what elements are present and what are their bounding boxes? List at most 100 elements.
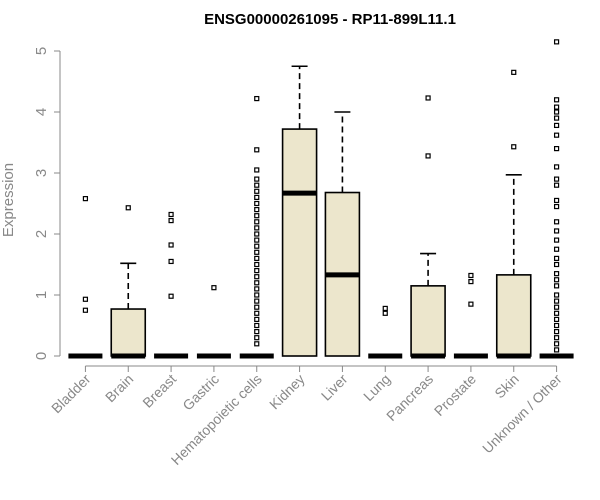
outlier-point xyxy=(254,316,260,322)
outlier-point xyxy=(553,277,560,283)
box-group xyxy=(239,95,274,359)
outlier-point xyxy=(553,132,560,138)
outlier-point xyxy=(211,285,217,291)
y-tick-label: 2 xyxy=(33,230,50,238)
y-tick-label: 5 xyxy=(33,47,50,55)
x-tick-label: Lung xyxy=(360,371,393,404)
outlier-point xyxy=(553,246,560,252)
x-tick-label: Unknown / Other xyxy=(479,371,565,457)
outlier-point xyxy=(553,347,560,353)
box-group xyxy=(410,95,446,359)
box xyxy=(410,285,446,357)
outlier-point xyxy=(254,304,260,310)
outlier-point xyxy=(468,278,474,285)
outlier-point xyxy=(254,95,260,102)
outlier-point xyxy=(254,341,260,347)
outlier-point xyxy=(553,115,560,121)
y-tick-label: 0 xyxy=(33,352,50,360)
outlier-point xyxy=(553,176,560,182)
box-group xyxy=(196,285,231,359)
outlier-point xyxy=(82,296,89,302)
outlier-point xyxy=(254,225,260,231)
outlier-point xyxy=(254,310,260,316)
outlier-point xyxy=(553,283,560,289)
outlier-point xyxy=(254,207,260,213)
y-tick-label: 3 xyxy=(33,169,50,177)
outlier-point xyxy=(254,286,260,292)
outlier-point xyxy=(553,164,560,170)
x-tick-label: Bladder xyxy=(48,371,94,417)
outlier-point xyxy=(553,329,560,335)
x-tick-label: Liver xyxy=(318,371,351,404)
box-group xyxy=(453,272,488,359)
outlier-point xyxy=(553,146,560,152)
box xyxy=(110,308,147,357)
outlier-point xyxy=(511,144,517,150)
outlier-point xyxy=(254,237,260,243)
outlier-point xyxy=(553,310,560,316)
outlier-point xyxy=(553,237,560,243)
outlier-point xyxy=(254,231,260,237)
x-tick-label: Brain xyxy=(102,371,136,405)
outlier-point xyxy=(168,258,174,265)
outlier-point xyxy=(553,292,560,298)
x-tick-label: Breast xyxy=(139,371,179,411)
outlier-point xyxy=(553,203,560,210)
outlier-point xyxy=(254,329,260,335)
outlier-point xyxy=(553,298,560,304)
outlier-point xyxy=(254,182,260,188)
box-group xyxy=(495,69,532,359)
box xyxy=(281,128,318,357)
outlier-point xyxy=(511,69,517,75)
y-tick-label: 1 xyxy=(33,291,50,299)
outlier-point xyxy=(553,97,560,103)
box-group xyxy=(110,205,147,359)
outlier-point xyxy=(553,219,560,225)
y-tick-label: 4 xyxy=(33,108,50,116)
outlier-point xyxy=(382,310,388,316)
outlier-point xyxy=(553,109,560,115)
outlier-point xyxy=(254,255,260,261)
box-group xyxy=(324,111,361,357)
outlier-point xyxy=(553,271,560,277)
outlier-point xyxy=(553,197,560,204)
outlier-point xyxy=(553,335,560,341)
outlier-point xyxy=(82,196,89,202)
outlier-point xyxy=(168,217,174,224)
outlier-point xyxy=(382,305,388,312)
outlier-point xyxy=(125,205,131,211)
box-group xyxy=(68,196,103,359)
outlier-point xyxy=(254,292,260,298)
y-axis: 0 1 2 3 4 5 xyxy=(33,47,61,360)
outlier-point xyxy=(553,228,560,234)
outlier-point xyxy=(168,211,174,218)
box-group xyxy=(539,39,574,359)
outlier-point xyxy=(553,322,560,329)
x-tick-label: Pancreas xyxy=(383,371,436,424)
outlier-point xyxy=(553,261,560,268)
outlier-point xyxy=(254,298,260,304)
x-tick-label: Kidney xyxy=(266,371,308,413)
x-tick-label: Prostate xyxy=(431,371,479,419)
outlier-point xyxy=(425,95,431,101)
box xyxy=(495,274,532,357)
outlier-point xyxy=(254,167,260,173)
outlier-point xyxy=(553,255,560,261)
outlier-point xyxy=(553,182,560,188)
x-tick-label: Skin xyxy=(491,371,522,402)
outlier-point xyxy=(254,268,260,274)
outlier-point xyxy=(254,261,260,268)
box-group xyxy=(281,65,318,357)
outlier-point xyxy=(425,153,431,159)
outlier-point xyxy=(82,307,89,313)
y-axis-label: Expression xyxy=(0,163,17,237)
outlier-point xyxy=(254,219,260,225)
outlier-point xyxy=(553,39,560,45)
outlier-point xyxy=(254,243,260,249)
outlier-point xyxy=(254,147,260,153)
outlier-point xyxy=(254,200,260,207)
outlier-point xyxy=(254,322,260,329)
plot-area xyxy=(68,39,574,359)
